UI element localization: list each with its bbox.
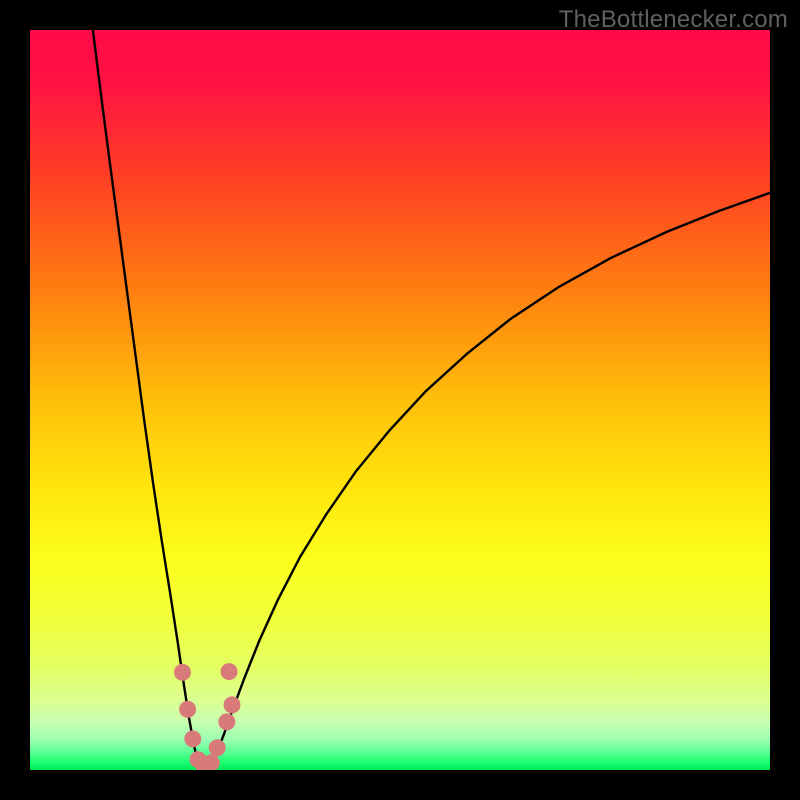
marker-point (224, 696, 241, 713)
marker-point (179, 701, 196, 718)
marker-point (209, 739, 226, 756)
plot-area (30, 30, 770, 770)
chart-frame: TheBottlenecker.com (0, 0, 800, 800)
marker-point (218, 713, 235, 730)
marker-point (174, 664, 191, 681)
plot-svg (30, 30, 770, 770)
marker-point (184, 730, 201, 747)
watermark-text: TheBottlenecker.com (559, 6, 788, 34)
marker-point (221, 663, 238, 680)
